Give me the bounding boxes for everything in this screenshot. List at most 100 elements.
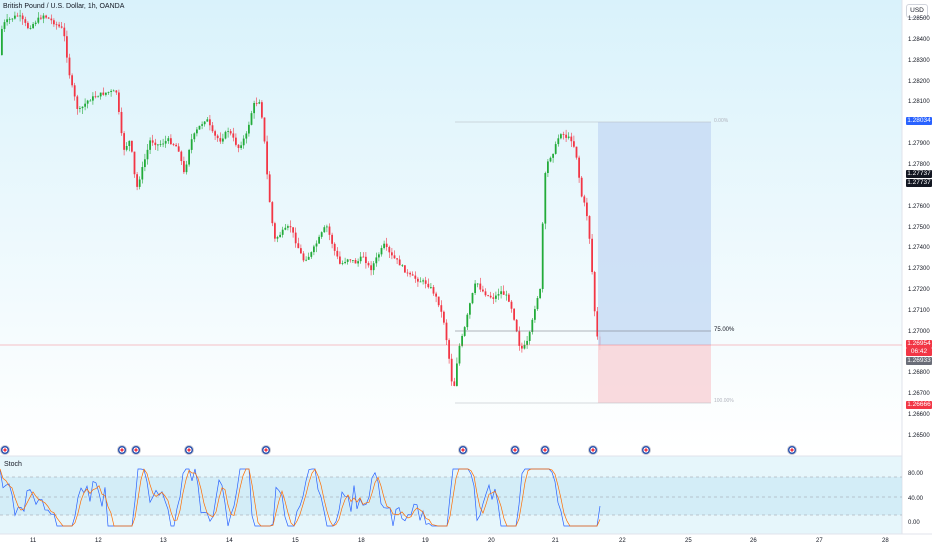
candle [58, 21, 60, 29]
candle [414, 271, 417, 283]
osc-tick-label: 0.00 [908, 520, 920, 526]
candle [177, 143, 180, 152]
candle [112, 89, 115, 92]
time-tick-label: 11 [30, 538, 37, 544]
candle [193, 132, 196, 143]
time-tick-label: 19 [422, 538, 429, 544]
candle [29, 25, 32, 30]
candle [162, 138, 164, 148]
position-bottom-label: 100.00% [714, 398, 734, 404]
candle [274, 221, 276, 242]
candle [552, 153, 554, 163]
candle [292, 227, 294, 238]
candle [66, 30, 68, 63]
time-tick-label: 18 [358, 538, 365, 544]
candle [320, 231, 323, 239]
flag-us-icon[interactable] [510, 445, 520, 455]
candle [518, 326, 521, 351]
price-tick-label: 1.27900 [908, 141, 930, 148]
time-tick-label: 20 [488, 538, 495, 544]
candle [500, 286, 502, 299]
candle [123, 131, 125, 156]
candle [419, 277, 422, 283]
price-tick-label: 1.28400 [908, 36, 930, 43]
candle [547, 159, 549, 177]
flag-uk-icon[interactable] [787, 445, 797, 455]
candle [55, 21, 58, 30]
candle [411, 271, 414, 276]
candle [385, 237, 388, 251]
candle [588, 215, 591, 244]
candle [305, 256, 307, 262]
time-tick-label: 28 [882, 538, 889, 544]
candle [378, 252, 380, 262]
candle [11, 18, 14, 22]
candle [567, 132, 570, 140]
candle [372, 260, 375, 275]
candle [1, 25, 3, 56]
candle [479, 277, 482, 292]
candle [14, 11, 16, 20]
candle [263, 117, 266, 144]
flag-us-icon[interactable] [184, 445, 194, 455]
candle [466, 313, 469, 331]
indicator-name[interactable]: Stoch [4, 461, 22, 468]
chart-background [0, 0, 902, 450]
candle [359, 251, 362, 264]
candle [60, 21, 63, 29]
current-price-badge-a: 1.27737 [906, 170, 932, 178]
price-tick-label: 1.27000 [908, 328, 930, 335]
candle [32, 22, 34, 29]
flag-uk-icon[interactable] [131, 445, 141, 455]
symbol-title[interactable]: British Pound / U.S. Dollar, 1h, OANDA [3, 3, 125, 10]
flag-us-icon[interactable] [588, 445, 598, 455]
candle [21, 12, 24, 25]
candle [341, 260, 344, 266]
candle [297, 237, 300, 249]
candle [86, 99, 89, 109]
currency-button[interactable]: USD [906, 4, 928, 18]
candle [510, 300, 513, 313]
candle [560, 133, 562, 140]
candle [149, 137, 151, 155]
candle [476, 283, 479, 288]
candle [463, 326, 466, 337]
price-tick-label: 1.27400 [908, 245, 930, 252]
candle [307, 252, 310, 260]
candle [505, 290, 508, 301]
candle [16, 12, 19, 17]
candle [34, 20, 37, 27]
flag-uk-icon[interactable] [540, 445, 550, 455]
candle [578, 155, 580, 183]
candle [8, 17, 11, 25]
flag-uk-icon[interactable] [0, 445, 10, 455]
last-price-badge: 1.26954 [906, 340, 932, 348]
candle [302, 251, 305, 263]
candle [313, 244, 315, 256]
candle [27, 21, 29, 30]
candle [271, 201, 274, 227]
candle [3, 19, 6, 32]
candle [310, 251, 313, 259]
target-price-badge: 1.28034 [906, 117, 932, 125]
flag-us-icon[interactable] [458, 445, 468, 455]
flag-uk-icon[interactable] [261, 445, 271, 455]
candle [531, 317, 534, 335]
candle [521, 342, 523, 353]
candle [487, 294, 489, 297]
candle [133, 151, 136, 178]
flag-us-icon[interactable] [117, 445, 127, 455]
last-price-badge-b: 1.26933 [906, 357, 932, 365]
candle [255, 97, 258, 107]
candle [47, 17, 50, 19]
long-position-tool[interactable] [0, 121, 902, 404]
flag-uk-icon[interactable] [641, 445, 651, 455]
candle [287, 224, 289, 231]
candle [391, 247, 393, 260]
candle [245, 131, 248, 144]
candle [539, 288, 541, 300]
candle [406, 269, 409, 277]
price-tick-label: 1.27100 [908, 307, 930, 314]
